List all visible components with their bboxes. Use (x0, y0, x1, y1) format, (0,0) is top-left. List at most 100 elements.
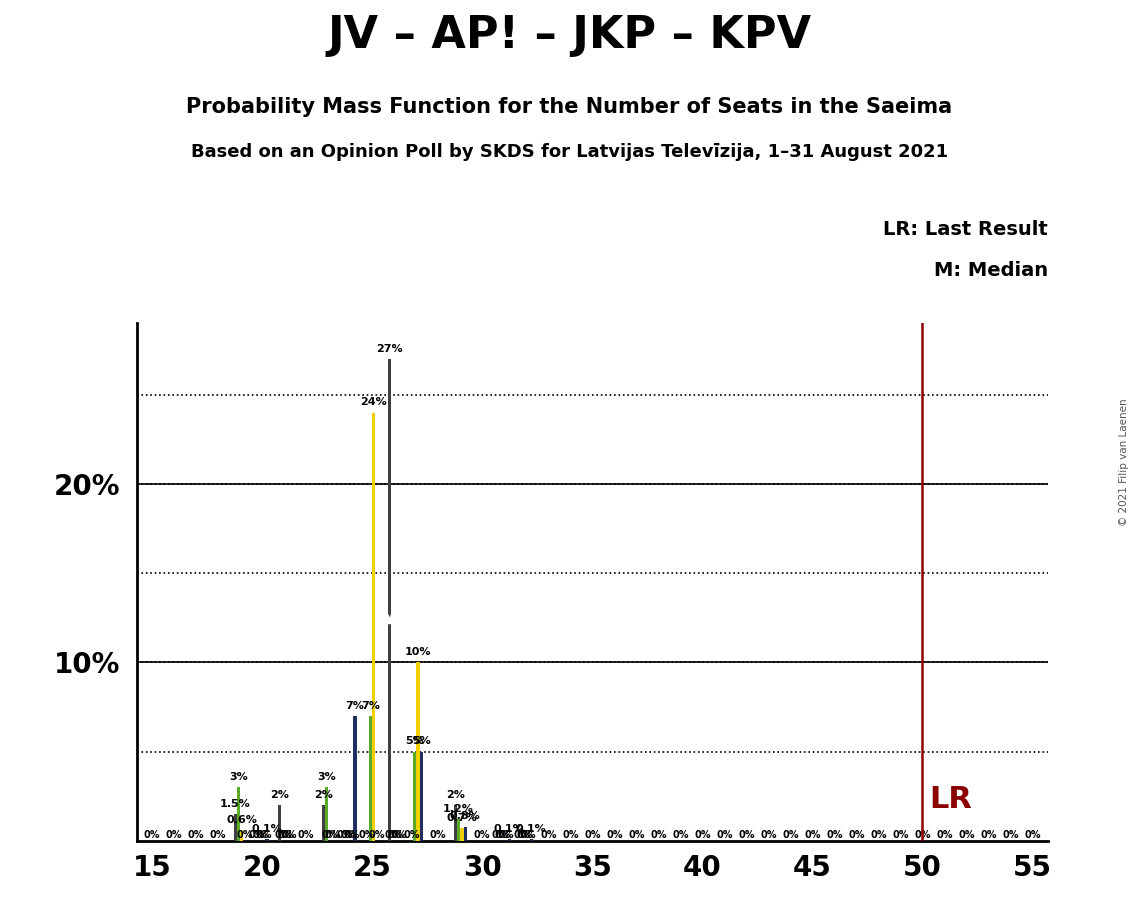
Text: 0%: 0% (516, 830, 533, 840)
Bar (508, 839, 511, 841)
Text: 0%: 0% (274, 830, 290, 840)
Text: 0%: 0% (166, 830, 182, 840)
Text: 0%: 0% (694, 830, 711, 840)
Text: 0%: 0% (804, 830, 820, 840)
Text: 0%: 0% (474, 830, 491, 840)
Text: 0%: 0% (628, 830, 645, 840)
Text: 0%: 0% (513, 830, 530, 840)
Bar (237, 787, 240, 841)
Text: 0%: 0% (650, 830, 666, 840)
Text: 0%: 0% (403, 830, 419, 840)
Bar (369, 716, 372, 841)
Text: 0%: 0% (981, 830, 997, 840)
Bar (233, 814, 237, 841)
Text: 2%: 2% (270, 790, 288, 800)
Text: 0%: 0% (915, 830, 931, 840)
Text: 3%: 3% (317, 772, 336, 782)
Bar (372, 413, 376, 841)
Text: 0%: 0% (359, 830, 376, 840)
Bar (457, 820, 460, 841)
Text: Based on an Opinion Poll by SKDS for Latvijas Televīzija, 1–31 August 2021: Based on an Opinion Poll by SKDS for Lat… (191, 143, 948, 161)
Text: 0%: 0% (716, 830, 732, 840)
Text: 0%: 0% (210, 830, 227, 840)
Text: 0%: 0% (321, 830, 338, 840)
Text: 0%: 0% (584, 830, 600, 840)
Text: 0.1%: 0.1% (252, 823, 282, 833)
Text: 0%: 0% (958, 830, 975, 840)
Text: 0%: 0% (188, 830, 204, 840)
Text: © 2021 Filip van Laenen: © 2021 Filip van Laenen (1120, 398, 1129, 526)
Text: 0%: 0% (369, 830, 385, 840)
Text: JV – AP! – JKP – KPV: JV – AP! – JKP – KPV (327, 14, 812, 57)
Text: 0%: 0% (870, 830, 886, 840)
Bar (387, 359, 391, 841)
Text: 0%: 0% (936, 830, 952, 840)
Text: 0.7%: 0.7% (446, 813, 477, 823)
Text: 0%: 0% (249, 830, 265, 840)
Text: 0%: 0% (498, 830, 514, 840)
Bar (419, 751, 423, 841)
Text: 0%: 0% (1024, 830, 1041, 840)
Text: 10%: 10% (404, 647, 431, 657)
Text: 0.1%: 0.1% (516, 823, 547, 833)
Bar (464, 827, 467, 841)
Text: 0%: 0% (562, 830, 579, 840)
Bar (460, 828, 464, 841)
Text: LR: Last Result: LR: Last Result (883, 220, 1048, 239)
Text: LR: LR (929, 785, 972, 814)
Text: 0%: 0% (429, 830, 446, 840)
Text: 0%: 0% (760, 830, 777, 840)
Bar (240, 830, 244, 841)
Text: 0%: 0% (849, 830, 865, 840)
Text: 0%: 0% (278, 830, 294, 840)
Bar (321, 805, 325, 841)
Text: 0%: 0% (255, 830, 272, 840)
Bar (325, 787, 328, 841)
Text: 0%: 0% (892, 830, 909, 840)
Text: 0.8%: 0.8% (450, 811, 481, 821)
Text: 0%: 0% (384, 830, 401, 840)
Text: 0%: 0% (1002, 830, 1018, 840)
Bar (413, 751, 416, 841)
Bar (278, 805, 281, 841)
Text: M: M (372, 602, 405, 636)
Text: 2%: 2% (445, 790, 465, 800)
Text: 27%: 27% (376, 344, 402, 354)
Text: 7%: 7% (346, 700, 364, 711)
Text: 0%: 0% (337, 830, 353, 840)
Text: 0%: 0% (252, 830, 269, 840)
Text: 0%: 0% (519, 830, 536, 840)
Text: 1.5%: 1.5% (220, 798, 251, 808)
Text: 7%: 7% (361, 700, 380, 711)
Text: 0%: 0% (540, 830, 557, 840)
Bar (353, 716, 357, 841)
Text: 0%: 0% (826, 830, 843, 840)
Bar (453, 805, 457, 841)
Text: 0.6%: 0.6% (227, 815, 257, 825)
Text: 0%: 0% (782, 830, 798, 840)
Text: 0%: 0% (144, 830, 161, 840)
Text: 0%: 0% (298, 830, 314, 840)
Text: 0%: 0% (391, 830, 408, 840)
Text: 0%: 0% (494, 830, 510, 840)
Text: 0%: 0% (344, 830, 360, 840)
Text: 2%: 2% (313, 790, 333, 800)
Text: Probability Mass Function for the Number of Seats in the Saeima: Probability Mass Function for the Number… (187, 97, 952, 117)
Text: 0.1%: 0.1% (494, 823, 525, 833)
Text: 5%: 5% (405, 736, 424, 747)
Text: 3%: 3% (229, 772, 248, 782)
Text: 0%: 0% (281, 830, 297, 840)
Text: 24%: 24% (360, 397, 387, 407)
Text: 0%: 0% (387, 830, 404, 840)
Text: 1.2%: 1.2% (443, 804, 474, 814)
Text: 0%: 0% (491, 830, 508, 840)
Text: 0%: 0% (325, 830, 342, 840)
Text: 0%: 0% (738, 830, 755, 840)
Bar (265, 839, 269, 841)
Text: 5%: 5% (412, 736, 431, 747)
Text: 0%: 0% (237, 830, 253, 840)
Bar (530, 839, 533, 841)
Text: 0%: 0% (341, 830, 357, 840)
Text: M: Median: M: Median (934, 261, 1048, 280)
Text: 0%: 0% (606, 830, 623, 840)
